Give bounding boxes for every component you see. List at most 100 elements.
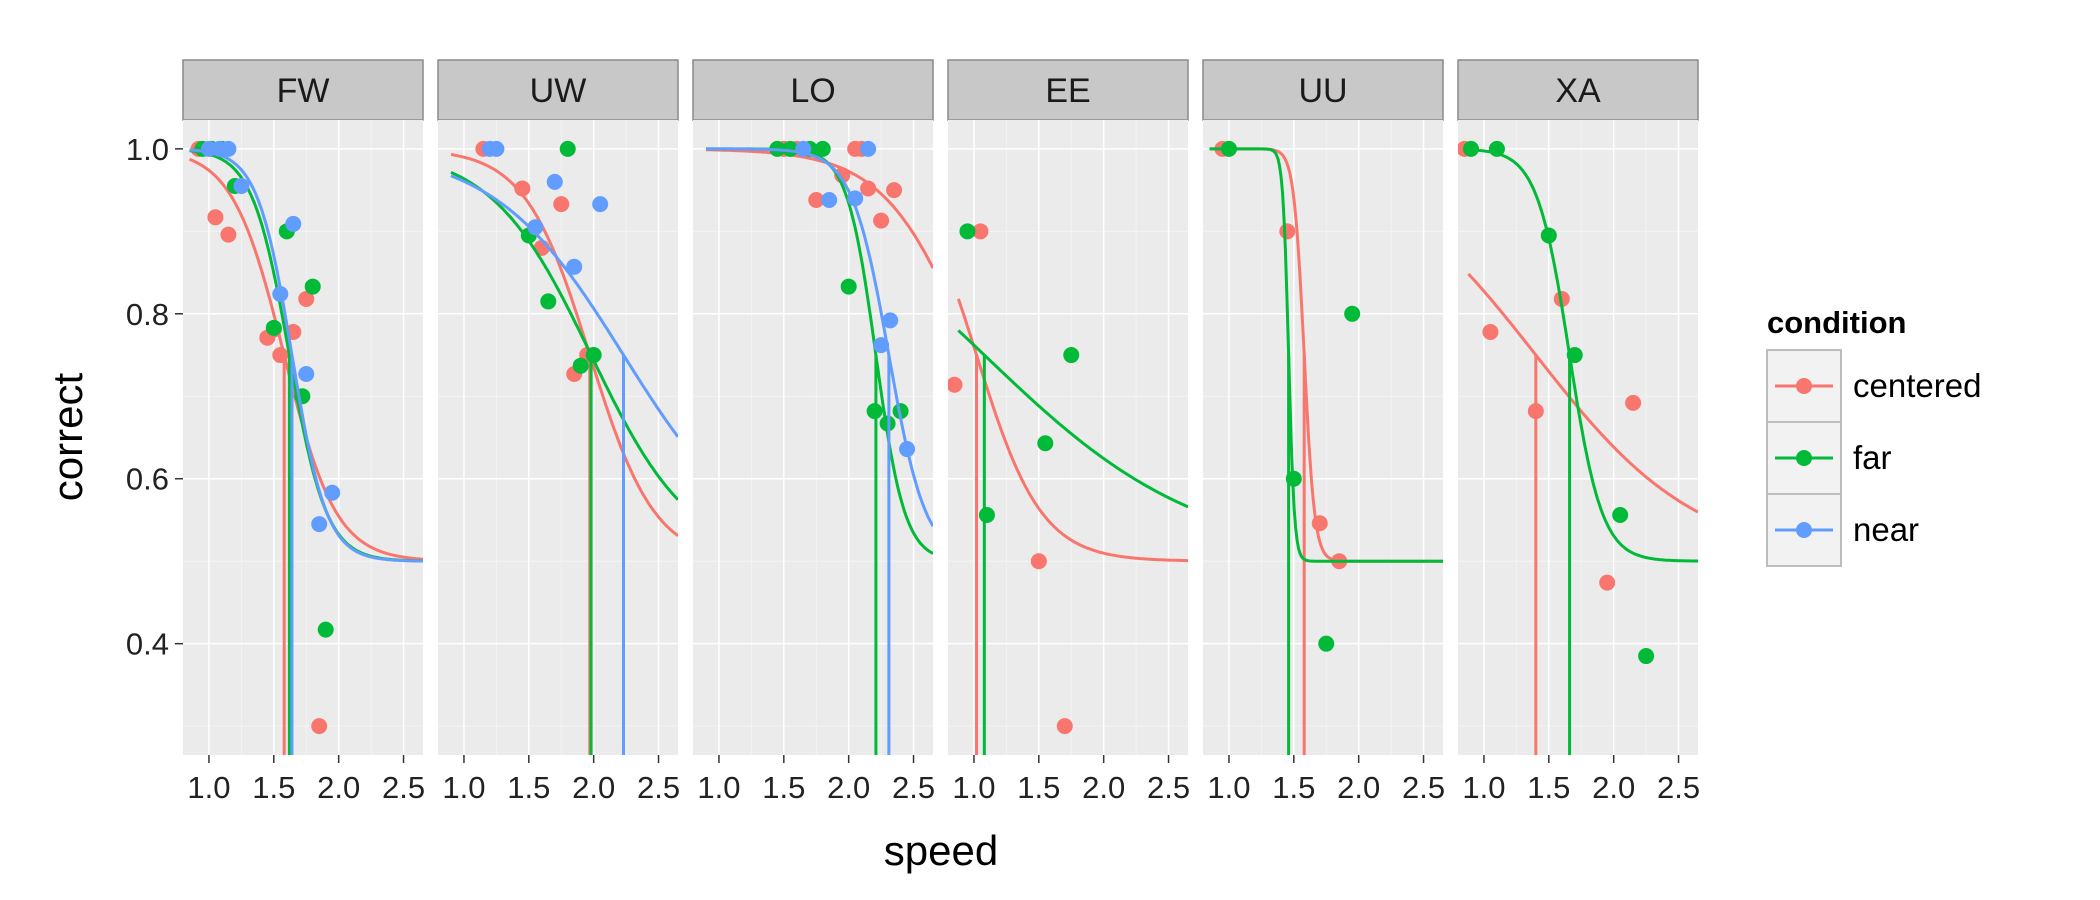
data-point-centered <box>1056 718 1073 735</box>
data-point-far <box>840 278 857 295</box>
data-point-centered <box>1527 403 1544 420</box>
legend-key-point <box>1796 522 1812 538</box>
x-tick-label: 1.5 <box>1527 770 1570 805</box>
facet-strip-label: UW <box>530 72 587 110</box>
legend-label: far <box>1853 439 1892 476</box>
facet-background <box>693 120 933 755</box>
y-tick-label: 1.0 <box>126 132 169 167</box>
data-point-far <box>585 347 602 364</box>
facet-plot-area <box>450 140 678 755</box>
facet-plot-area <box>188 140 423 755</box>
facet-plot-area <box>1209 140 1443 755</box>
facet-background <box>948 120 1188 755</box>
data-point-centered <box>873 212 890 229</box>
facet-plot-area <box>705 140 933 755</box>
data-point-centered <box>1625 394 1642 411</box>
data-point-far <box>1488 140 1505 157</box>
legend-key-point <box>1796 450 1812 466</box>
x-tick-label: 1.5 <box>252 770 295 805</box>
data-point-far <box>572 357 589 374</box>
data-point-near <box>272 286 289 303</box>
data-point-centered <box>1311 515 1328 532</box>
y-tick-label: 0.8 <box>126 297 169 332</box>
facet-strip <box>692 59 934 121</box>
facet-strip-label: EE <box>1045 72 1090 110</box>
data-point-near <box>285 215 302 232</box>
data-point-far <box>559 140 576 157</box>
data-point-near <box>546 173 563 190</box>
legend-label: near <box>1853 511 1919 548</box>
data-point-near <box>899 441 916 458</box>
fit-curve-near <box>450 174 678 438</box>
x-tick-label: 2.0 <box>1337 770 1380 805</box>
data-point-near <box>860 140 877 157</box>
fit-curve-centered <box>450 153 678 537</box>
data-point-centered <box>886 182 903 199</box>
facet-ee: EE 1.0 1.5 2.0 2.5 <box>947 59 1190 805</box>
data-point-near <box>882 312 899 329</box>
data-point-far <box>978 507 995 524</box>
data-point-near <box>298 366 315 382</box>
data-point-far <box>1540 227 1557 244</box>
fit-curve-near <box>189 148 423 563</box>
facet-fw: FW 1.0 1.5 2.0 2.5 <box>182 59 425 805</box>
y-tick-label: 0.6 <box>126 462 169 497</box>
data-point-near <box>220 140 237 157</box>
legend-label: centered <box>1853 367 1981 404</box>
facet-xa: XA 1.0 1.5 2.0 2.5 <box>1457 59 1700 805</box>
legend: condition centered far near <box>1766 305 1981 567</box>
data-point-far <box>814 140 831 157</box>
x-tick-label: 1.5 <box>1272 770 1315 805</box>
x-tick-label: 1.5 <box>1017 770 1060 805</box>
data-point-near <box>488 140 505 157</box>
x-tick-label: 1.5 <box>507 770 550 805</box>
data-point-far <box>866 403 883 420</box>
x-tick-label: 2.0 <box>827 770 870 805</box>
data-point-centered <box>272 347 289 364</box>
facet-strip <box>1202 59 1444 121</box>
facet-strip-label: UU <box>1298 72 1347 110</box>
facet-panels: 0.4 0.6 0.8 1.0 FW 1.0 1.5 2.0 2.5 UW 1.0 1.5 2.0 2.5… <box>126 59 1700 805</box>
data-point-near <box>873 337 890 354</box>
facet-strip <box>437 59 679 121</box>
data-point-near <box>324 484 341 501</box>
facet-lo: LO 1.0 1.5 2.0 2.5 <box>692 59 935 805</box>
data-point-centered <box>220 226 237 243</box>
data-point-far <box>265 319 282 336</box>
data-point-far <box>959 223 976 240</box>
data-point-far <box>1063 347 1080 364</box>
data-point-centered <box>1599 574 1616 591</box>
data-point-near <box>592 196 609 213</box>
legend-item-near: near <box>1766 493 1919 567</box>
data-point-centered <box>860 180 877 197</box>
x-tick-label: 2.5 <box>637 770 680 805</box>
x-tick-label: 1.0 <box>187 770 230 805</box>
data-point-centered <box>808 191 825 208</box>
data-point-centered <box>1279 223 1296 240</box>
x-tick-label: 2.5 <box>382 770 425 805</box>
facet-background <box>438 120 678 755</box>
fit-curve-centered <box>956 298 1188 563</box>
x-tick-label: 1.0 <box>442 770 485 805</box>
data-point-centered <box>298 290 315 307</box>
data-point-centered <box>514 180 531 197</box>
x-tick-label: 1.0 <box>952 770 995 805</box>
facet-background <box>1458 120 1698 755</box>
data-point-far <box>1037 435 1054 452</box>
x-tick-label: 2.0 <box>317 770 360 805</box>
data-point-far <box>1220 140 1237 157</box>
fit-curve-far <box>1209 147 1443 563</box>
fit-curve-centered <box>705 148 933 269</box>
x-tick-label: 2.0 <box>1082 770 1125 805</box>
data-point-far <box>1462 140 1479 157</box>
data-point-far <box>1285 470 1302 487</box>
data-point-far <box>304 278 321 295</box>
x-tick-label: 1.0 <box>697 770 740 805</box>
fit-curve-far <box>957 329 1188 509</box>
data-point-far <box>1344 305 1361 322</box>
data-point-centered <box>207 209 224 226</box>
legend-title: condition <box>1767 305 1906 340</box>
x-tick-label: 1.0 <box>1207 770 1250 805</box>
data-point-near <box>527 219 544 236</box>
